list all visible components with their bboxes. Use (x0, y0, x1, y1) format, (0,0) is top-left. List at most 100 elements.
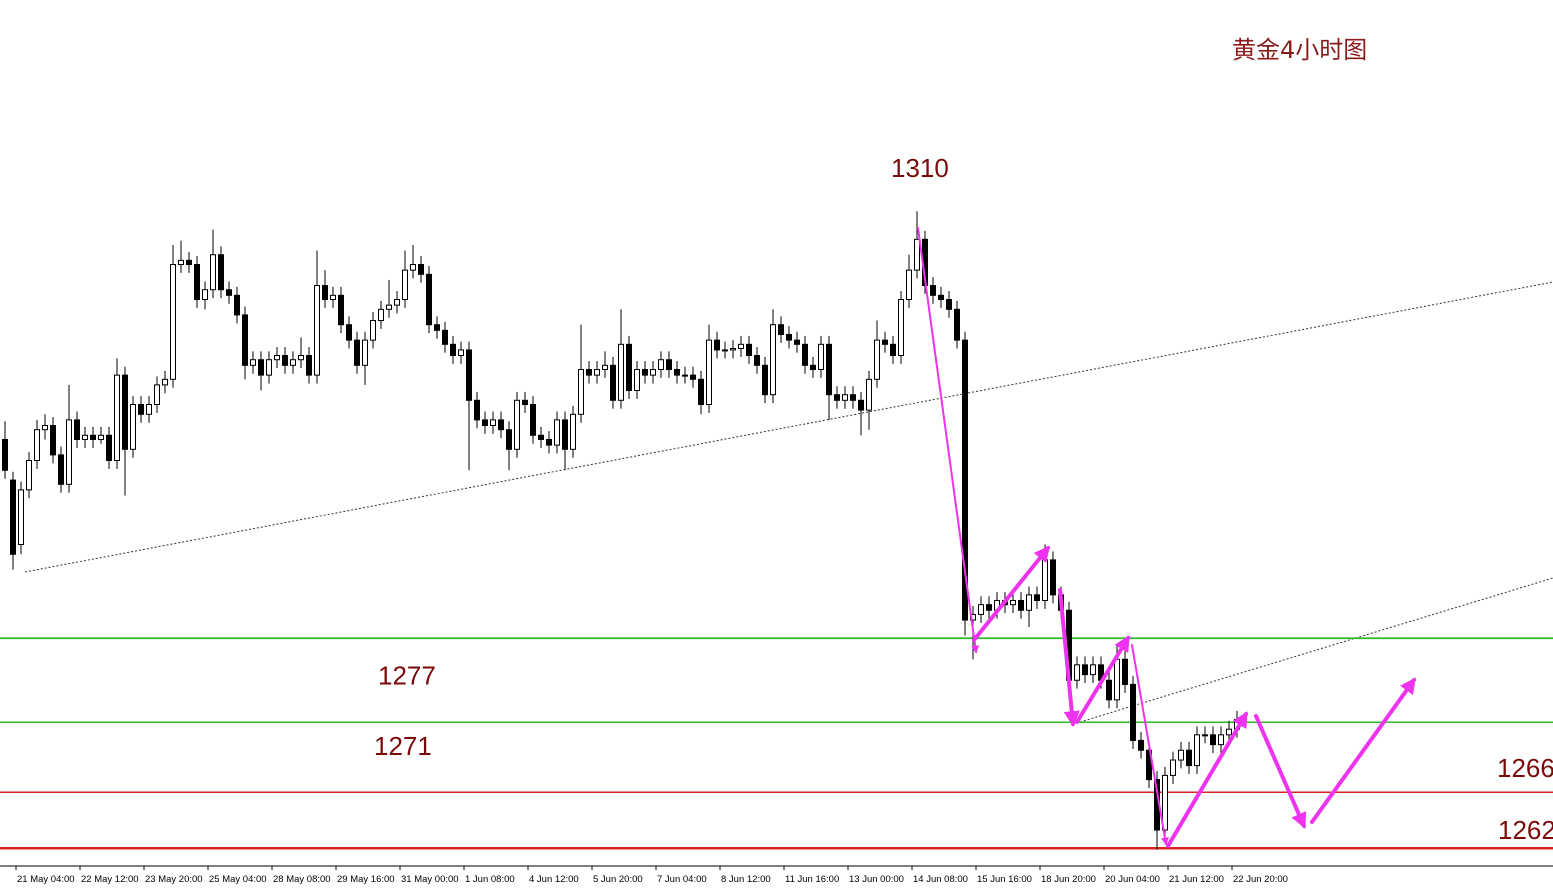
candle-body (682, 374, 688, 377)
candle-body (258, 359, 264, 376)
candle-body (650, 369, 656, 376)
candle-body (1010, 599, 1016, 606)
candle-body (322, 285, 328, 301)
candle-body (218, 254, 224, 291)
arrow (1058, 588, 1080, 728)
candle-body (1106, 679, 1112, 701)
candle-body (522, 399, 528, 406)
candle-body (282, 355, 288, 366)
candle-body (906, 269, 912, 301)
candle-body (874, 339, 880, 380)
candle-body (1034, 594, 1040, 601)
candle-body (474, 399, 480, 421)
candle-body (386, 304, 392, 310)
candle-body (674, 369, 680, 376)
candle-body (74, 419, 80, 440)
x-tick-label: 14 Jun 08:00 (913, 874, 968, 885)
candle-body (530, 404, 536, 436)
candle-body (354, 339, 360, 366)
level-label: 1266 (1497, 753, 1553, 783)
candle-body (866, 378, 872, 411)
candle-body (834, 394, 840, 401)
level-label: 1277 (378, 660, 436, 690)
candle-body (434, 324, 440, 331)
candle-body (1226, 728, 1232, 736)
chart-title: 黄金4小时图 (1232, 36, 1367, 64)
x-tick-label: 25 May 04:00 (209, 874, 267, 885)
arrow (917, 227, 980, 654)
candle-body (306, 355, 312, 376)
candle-body (26, 459, 32, 491)
candle-body (162, 378, 168, 386)
candle-body (634, 369, 640, 392)
candle-body (242, 314, 248, 366)
candle-body (194, 264, 200, 301)
x-tick-label: 13 Jun 00:00 (849, 874, 904, 885)
x-tick-label: 8 Jun 12:00 (721, 874, 771, 885)
candle-body (1082, 664, 1088, 676)
candle-body (642, 369, 648, 376)
candle-body (570, 413, 576, 450)
candle-body (130, 404, 136, 450)
candle-body (34, 429, 40, 461)
candle-body (378, 308, 384, 322)
x-tick-label: 31 May 00:00 (401, 874, 459, 885)
candle-body (370, 320, 376, 341)
arrow (1166, 711, 1248, 848)
candle-body (986, 604, 992, 611)
candle-body (122, 374, 128, 450)
x-tick-label: 7 Jun 04:00 (657, 874, 707, 885)
candle-body (498, 419, 504, 431)
candle-body (362, 339, 368, 366)
candle-body (442, 329, 448, 345)
candle-body (1074, 664, 1080, 681)
candle-body (298, 355, 304, 361)
candle-body (418, 264, 424, 275)
candle-body (410, 264, 416, 271)
candle-body (962, 339, 968, 621)
candle-body (482, 419, 488, 427)
trend-line (1079, 577, 1553, 723)
x-tick-label: 18 Jun 20:00 (1041, 874, 1096, 885)
candle-body (50, 425, 56, 456)
candle-body (602, 364, 608, 371)
level-label: 1262 (1498, 815, 1553, 845)
arrow (1254, 714, 1307, 829)
candle-body (114, 374, 120, 461)
arrow (1310, 677, 1416, 824)
candle-body (914, 238, 920, 271)
x-tick-label: 5 Jun 20:00 (593, 874, 643, 885)
candle-body (1162, 774, 1168, 831)
trend-line (24, 281, 1553, 573)
candle-body (850, 394, 856, 401)
x-tick-label: 4 Jun 12:00 (529, 874, 579, 885)
candle-body (946, 299, 952, 310)
candle-body (562, 419, 568, 450)
arrow (1131, 644, 1169, 846)
candle-body (930, 285, 936, 296)
candle-body (1178, 749, 1184, 761)
candle-body (146, 404, 152, 415)
arrows (917, 227, 1416, 848)
candle-body (978, 604, 984, 615)
candle-body (578, 369, 584, 415)
candle-body (706, 339, 712, 406)
candle-body (394, 299, 400, 306)
candle-body (18, 489, 24, 545)
candle-body (610, 364, 616, 401)
candle-body (106, 434, 112, 461)
candle-body (698, 378, 704, 406)
candle-body (730, 348, 736, 351)
candle-body (90, 434, 96, 440)
candle-body (546, 438, 552, 446)
candle-body (1130, 683, 1136, 741)
x-tick-label: 21 Jun 12:00 (1169, 874, 1224, 885)
candle-body (666, 359, 672, 371)
candle-body (898, 299, 904, 357)
candle-body (586, 369, 592, 376)
annotation: 1310 (891, 153, 949, 183)
candle-body (490, 419, 496, 427)
candle-body (1050, 559, 1056, 596)
